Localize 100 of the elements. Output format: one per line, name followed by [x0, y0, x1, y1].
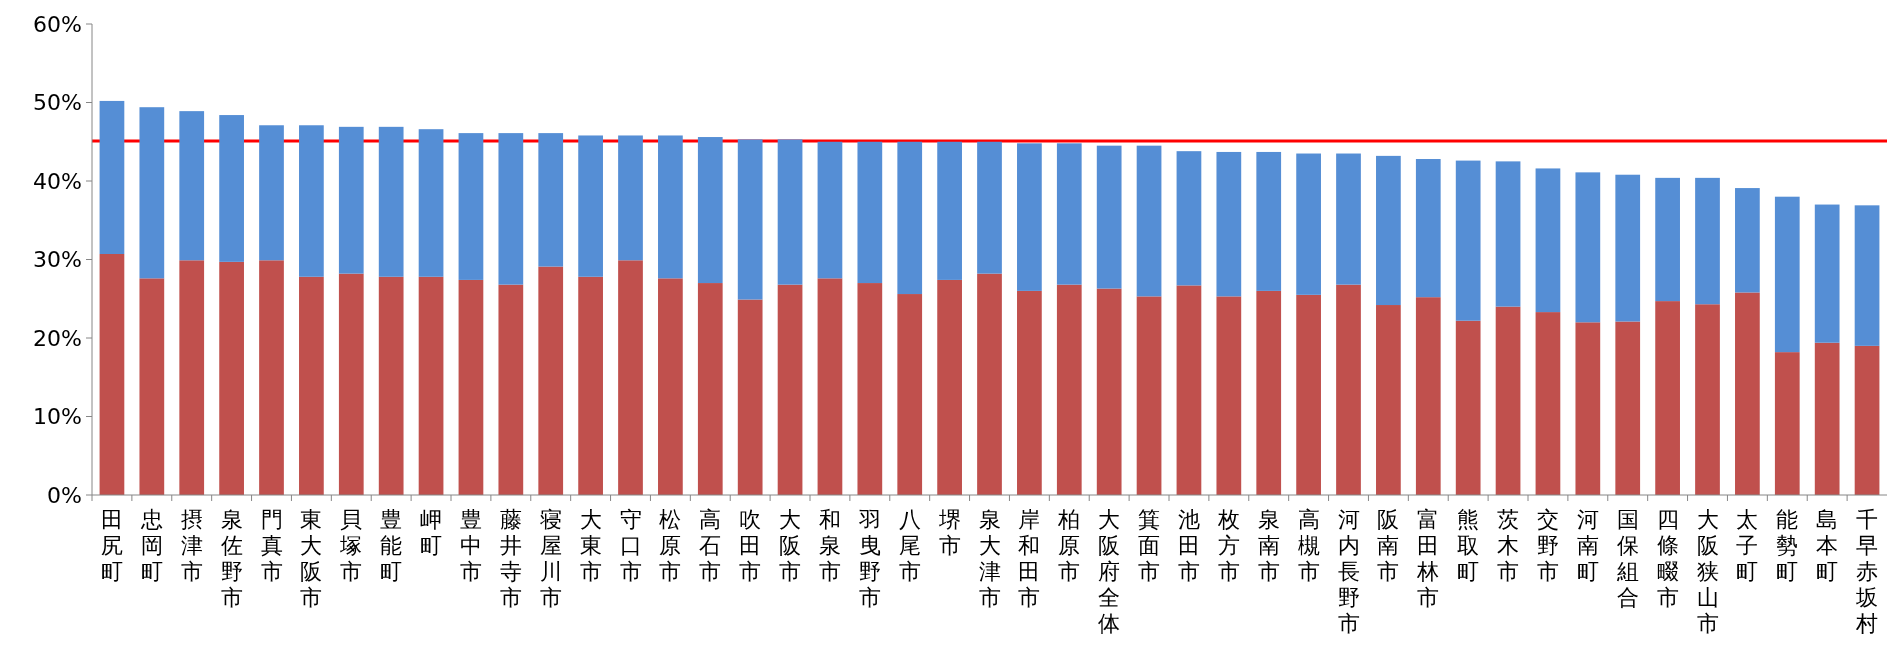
bar [857, 283, 883, 495]
bar [1056, 284, 1082, 495]
x-tick-label: 羽曳野市 [857, 507, 881, 610]
x-tick-label: 阪南市 [1377, 507, 1400, 584]
bar [259, 125, 284, 261]
bar [538, 133, 564, 267]
x-tick-label: 貝塚市 [339, 507, 363, 584]
bar [777, 139, 803, 285]
bar [1615, 321, 1641, 495]
x-tick-label: 岸和田市 [1018, 507, 1041, 610]
x-tick-label: 岬町 [420, 507, 443, 558]
bar [1854, 205, 1880, 346]
bar [299, 125, 324, 277]
bar [897, 294, 923, 495]
bar [1535, 312, 1561, 495]
bar [1136, 145, 1162, 297]
bar [458, 279, 484, 495]
bar [737, 139, 763, 300]
bar [578, 135, 603, 277]
bar [1455, 320, 1481, 495]
y-tick-label: 30% [33, 247, 82, 272]
x-tick-label: 河南町 [1576, 507, 1599, 584]
bar [1615, 174, 1641, 322]
bar [1096, 288, 1122, 495]
bar [857, 141, 883, 284]
x-tick-label: 茨木市 [1497, 507, 1520, 584]
bar [1575, 322, 1601, 495]
bar [1774, 352, 1800, 495]
bar [1017, 290, 1042, 495]
bar [1495, 161, 1521, 307]
bar [1376, 305, 1401, 495]
bar [1296, 294, 1321, 495]
bar [498, 133, 524, 285]
x-tick-label: 忠岡町 [139, 507, 163, 584]
bar [1176, 151, 1202, 286]
x-tick-label: 大東市 [579, 507, 602, 584]
bar [1735, 292, 1760, 495]
x-tick-label: 四條畷市 [1656, 507, 1679, 610]
bar [977, 141, 1002, 274]
bar [777, 284, 803, 495]
x-tick-label: 泉大津市 [978, 507, 1001, 610]
bar [1256, 290, 1282, 495]
bar [817, 141, 843, 279]
bar [1256, 151, 1282, 291]
bar [299, 276, 324, 495]
bar [538, 266, 564, 495]
x-tick-label: 池田市 [1177, 507, 1200, 584]
bar [937, 279, 962, 495]
bar [658, 135, 683, 279]
bar [1056, 143, 1082, 285]
x-tick-label: 大阪市 [779, 507, 802, 584]
x-tick-label: 枚方市 [1216, 507, 1240, 584]
bar [219, 261, 244, 495]
bar [1376, 155, 1401, 306]
bar [1535, 168, 1561, 313]
bar [179, 111, 205, 261]
bar [1455, 160, 1481, 321]
bar [1017, 143, 1042, 291]
x-tick-label: 能勢町 [1776, 507, 1799, 584]
bar [1495, 306, 1521, 495]
bar [418, 276, 444, 495]
bar [737, 299, 763, 495]
x-tick-label: 富田林市 [1416, 507, 1440, 610]
x-tick-label: 東大阪市 [300, 507, 323, 610]
bar [418, 129, 444, 277]
bar [1814, 204, 1840, 343]
x-tick-label: 寝屋川市 [539, 507, 562, 610]
bar [618, 135, 643, 261]
x-tick-label: 高石市 [699, 507, 722, 584]
bar [578, 276, 603, 495]
bar [1336, 284, 1361, 495]
bar [139, 107, 165, 279]
bar [139, 278, 165, 495]
bar [1336, 153, 1361, 285]
bar [658, 278, 683, 495]
x-tick-label: 大阪狭山市 [1696, 507, 1719, 636]
x-tick-label: 豊能町 [380, 507, 403, 584]
x-tick-label: 堺市 [937, 507, 961, 558]
bar [1695, 304, 1720, 495]
x-tick-label: 熊取町 [1457, 507, 1480, 584]
bar [179, 260, 205, 495]
bar [99, 254, 125, 495]
y-tick-label: 60% [33, 11, 82, 37]
bar [219, 115, 244, 262]
bar [1655, 177, 1680, 302]
x-tick-label: 柏原市 [1057, 507, 1081, 584]
bar [937, 141, 962, 280]
bar [1575, 172, 1601, 323]
x-tick-label: 和泉市 [818, 507, 841, 584]
bar [338, 273, 364, 495]
x-tick-label: 守口市 [619, 507, 642, 584]
x-tick-label: 吹田市 [739, 507, 762, 584]
x-tick-label: 大阪府全体 [1098, 507, 1121, 636]
x-tick-label: 摂津市 [180, 507, 203, 584]
bar [1096, 145, 1122, 289]
x-tick-label: 太子町 [1736, 507, 1759, 584]
x-tick-label: 門真市 [260, 507, 283, 584]
x-tick-label: 交野市 [1536, 507, 1559, 584]
bar [1774, 196, 1800, 353]
bar [498, 284, 524, 495]
